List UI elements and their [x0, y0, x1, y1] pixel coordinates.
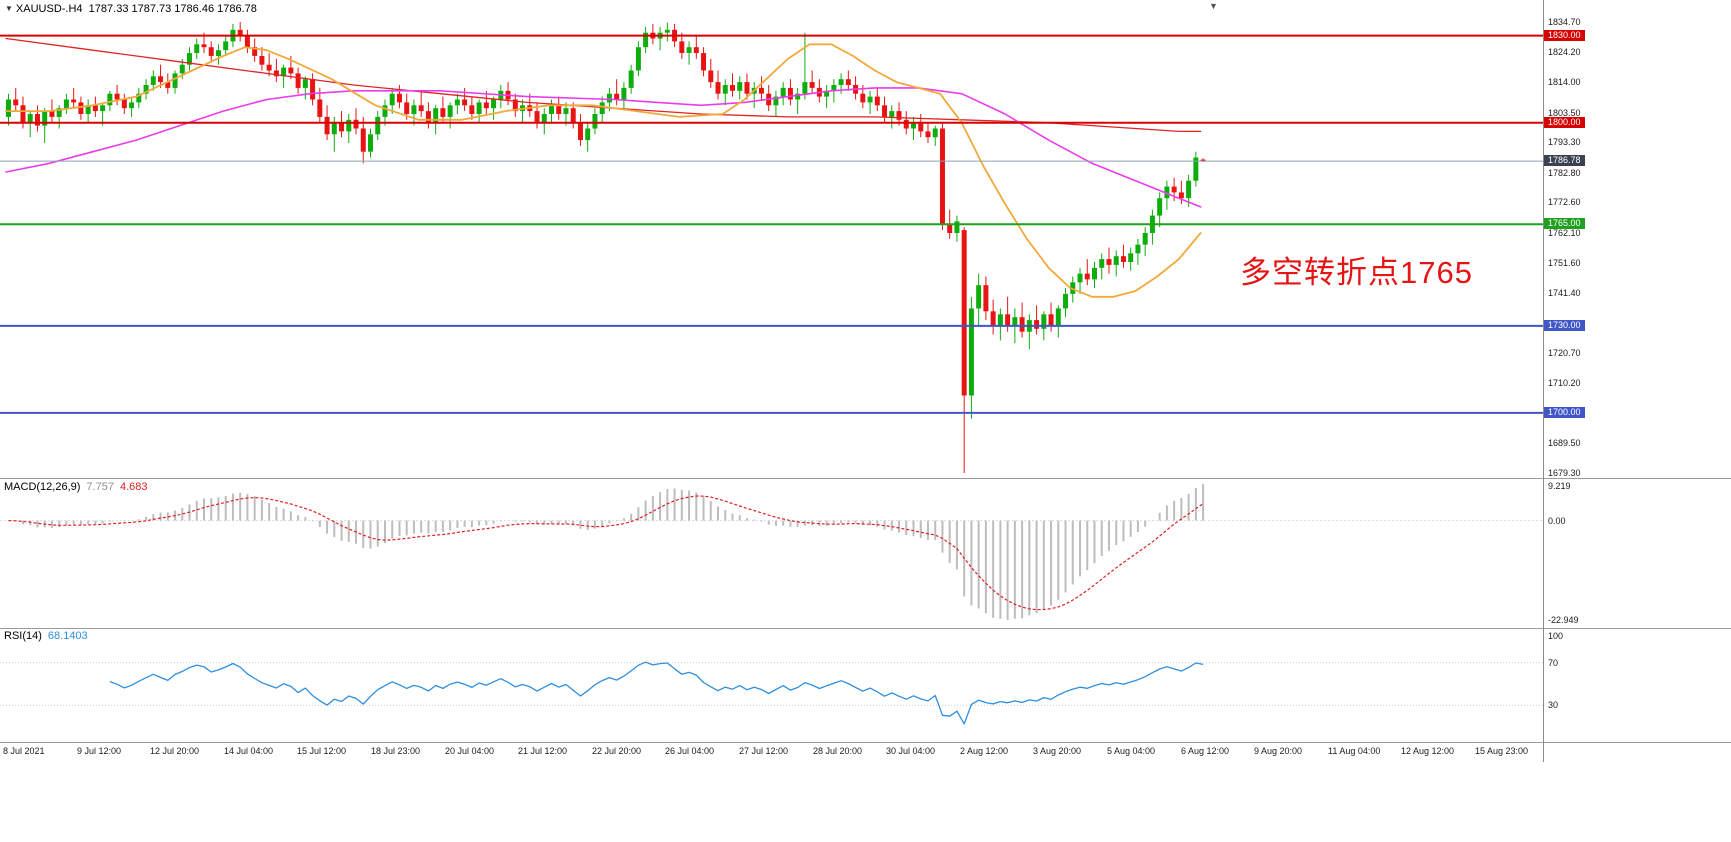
candles-layer [6, 22, 1206, 473]
price-tag-1830.00: 1830.00 [1544, 30, 1585, 41]
price-tag-1765.00: 1765.00 [1544, 218, 1585, 229]
macd-value-main: 7.757 [86, 481, 114, 493]
time-axis-label: 6 Aug 12:00 [1181, 746, 1230, 756]
time-axis-label: 28 Jul 20:00 [813, 746, 863, 756]
chart-shift-marker-icon[interactable]: ▼ [1209, 1, 1218, 11]
price-axis-label: 1679.30 [1548, 468, 1581, 478]
rsi-axis-30: 30 [1548, 700, 1559, 710]
price-axis-label: 1689.50 [1548, 438, 1581, 448]
time-axis-label: 22 Jul 20:00 [592, 746, 642, 756]
time-axis-label: 27 Jul 12:00 [739, 746, 789, 756]
price-axis-label: 1782.80 [1548, 168, 1581, 178]
time-axis-label: 30 Jul 04:00 [886, 746, 936, 756]
price-axis-label: 1710.20 [1548, 378, 1581, 388]
price-axis-label: 1762.10 [1548, 228, 1581, 238]
time-axis-label: 2 Aug 12:00 [960, 746, 1009, 756]
time-axis-label: 5 Aug 04:00 [1107, 746, 1156, 756]
macd-name: MACD(12,26,9) [4, 481, 81, 493]
axis-separator [1543, 0, 1544, 762]
time-axis-label: 9 Jul 12:00 [77, 746, 122, 756]
rsi-axis-100: 100 [1548, 631, 1564, 641]
panel-separator-macd[interactable] [0, 478, 1731, 479]
price-axis-label: 1720.70 [1548, 348, 1581, 358]
chart-canvas[interactable] [0, 0, 1543, 762]
macd-label: MACD(12,26,9) 7.757 4.683 [4, 481, 147, 493]
time-axis-label: 12 Jul 20:00 [150, 746, 200, 756]
price-axis-label: 1824.20 [1548, 47, 1581, 57]
time-axis-label: 21 Jul 12:00 [518, 746, 568, 756]
ma-slow-red-line[interactable] [5, 37, 1202, 133]
panel-separator-time [0, 742, 1731, 743]
time-axis-label: 12 Aug 12:00 [1401, 746, 1455, 756]
price-tag-1800.00: 1800.00 [1544, 117, 1585, 128]
annotation-text[interactable]: 多空转折点1765 [1240, 255, 1473, 290]
panel-separator-rsi[interactable] [0, 628, 1731, 629]
time-axis-label: 3 Aug 20:00 [1033, 746, 1082, 756]
chart-title: ▼ XAUUSD-.H4 1787.33 1787.73 1786.46 1786… [5, 3, 257, 15]
macd-axis-zero: 0.00 [1548, 516, 1566, 526]
current-price-tag: 1786.78 [1544, 155, 1585, 166]
ma-mid-magenta-line[interactable] [5, 87, 1202, 208]
macd-axis-max: 9.219 [1548, 481, 1571, 491]
time-axis-label: 15 Jul 12:00 [297, 746, 347, 756]
symbol-marker-icon: ▼ [5, 4, 13, 13]
time-axis-label: 20 Jul 04:00 [445, 746, 495, 756]
time-axis[interactable]: 8 Jul 2021 9 Jul 12:00 12 Jul 20:00 14 Jul … [0, 742, 1543, 762]
price-axis-label: 1793.30 [1548, 137, 1581, 147]
rsi-value: 68.1403 [47, 630, 88, 642]
macd-histogram [14, 484, 1205, 620]
ma-fast-orange-line[interactable] [5, 43, 1202, 298]
macd-value-signal: 4.683 [119, 481, 148, 493]
time-axis-label: 9 Aug 20:00 [1254, 746, 1303, 756]
rsi-axis-70: 70 [1548, 658, 1559, 668]
time-axis-label: 14 Jul 04:00 [224, 746, 274, 756]
price-axis-label: 1803.50 [1548, 108, 1581, 118]
rsi-line [109, 661, 1204, 725]
price-tag-1730.00: 1730.00 [1544, 320, 1585, 331]
chart-title-symbol: XAUUSD-.H4 [15, 3, 83, 15]
rsi-label: RSI(14) 68.1403 [4, 630, 88, 642]
chart-title-ohlc: 1787.33 1787.73 1786.46 1786.78 [88, 3, 257, 15]
time-axis-label: 26 Jul 04:00 [665, 746, 715, 756]
price-tag-1700.00: 1700.00 [1544, 407, 1585, 418]
time-axis-label: 15 Aug 23:00 [1475, 746, 1529, 756]
price-axis-label: 1751.60 [1548, 258, 1581, 268]
price-axis-label: 1741.40 [1548, 288, 1581, 298]
price-axis-label: 1772.60 [1548, 197, 1581, 207]
macd-signal-line [8, 495, 1204, 611]
price-axis-label: 1814.00 [1548, 77, 1581, 87]
price-axis[interactable]: 1834.70 1824.20 1814.00 1803.50 1793.30 1782.… [1544, 0, 1731, 842]
time-axis-label: 18 Jul 23:00 [371, 746, 421, 756]
rsi-name: RSI(14) [4, 630, 42, 642]
price-axis-label: 1834.70 [1548, 17, 1581, 27]
macd-axis-min: -22.949 [1548, 615, 1579, 625]
time-axis-label: 8 Jul 2021 [3, 746, 45, 756]
time-axis-label: 11 Aug 04:00 [1328, 746, 1381, 756]
